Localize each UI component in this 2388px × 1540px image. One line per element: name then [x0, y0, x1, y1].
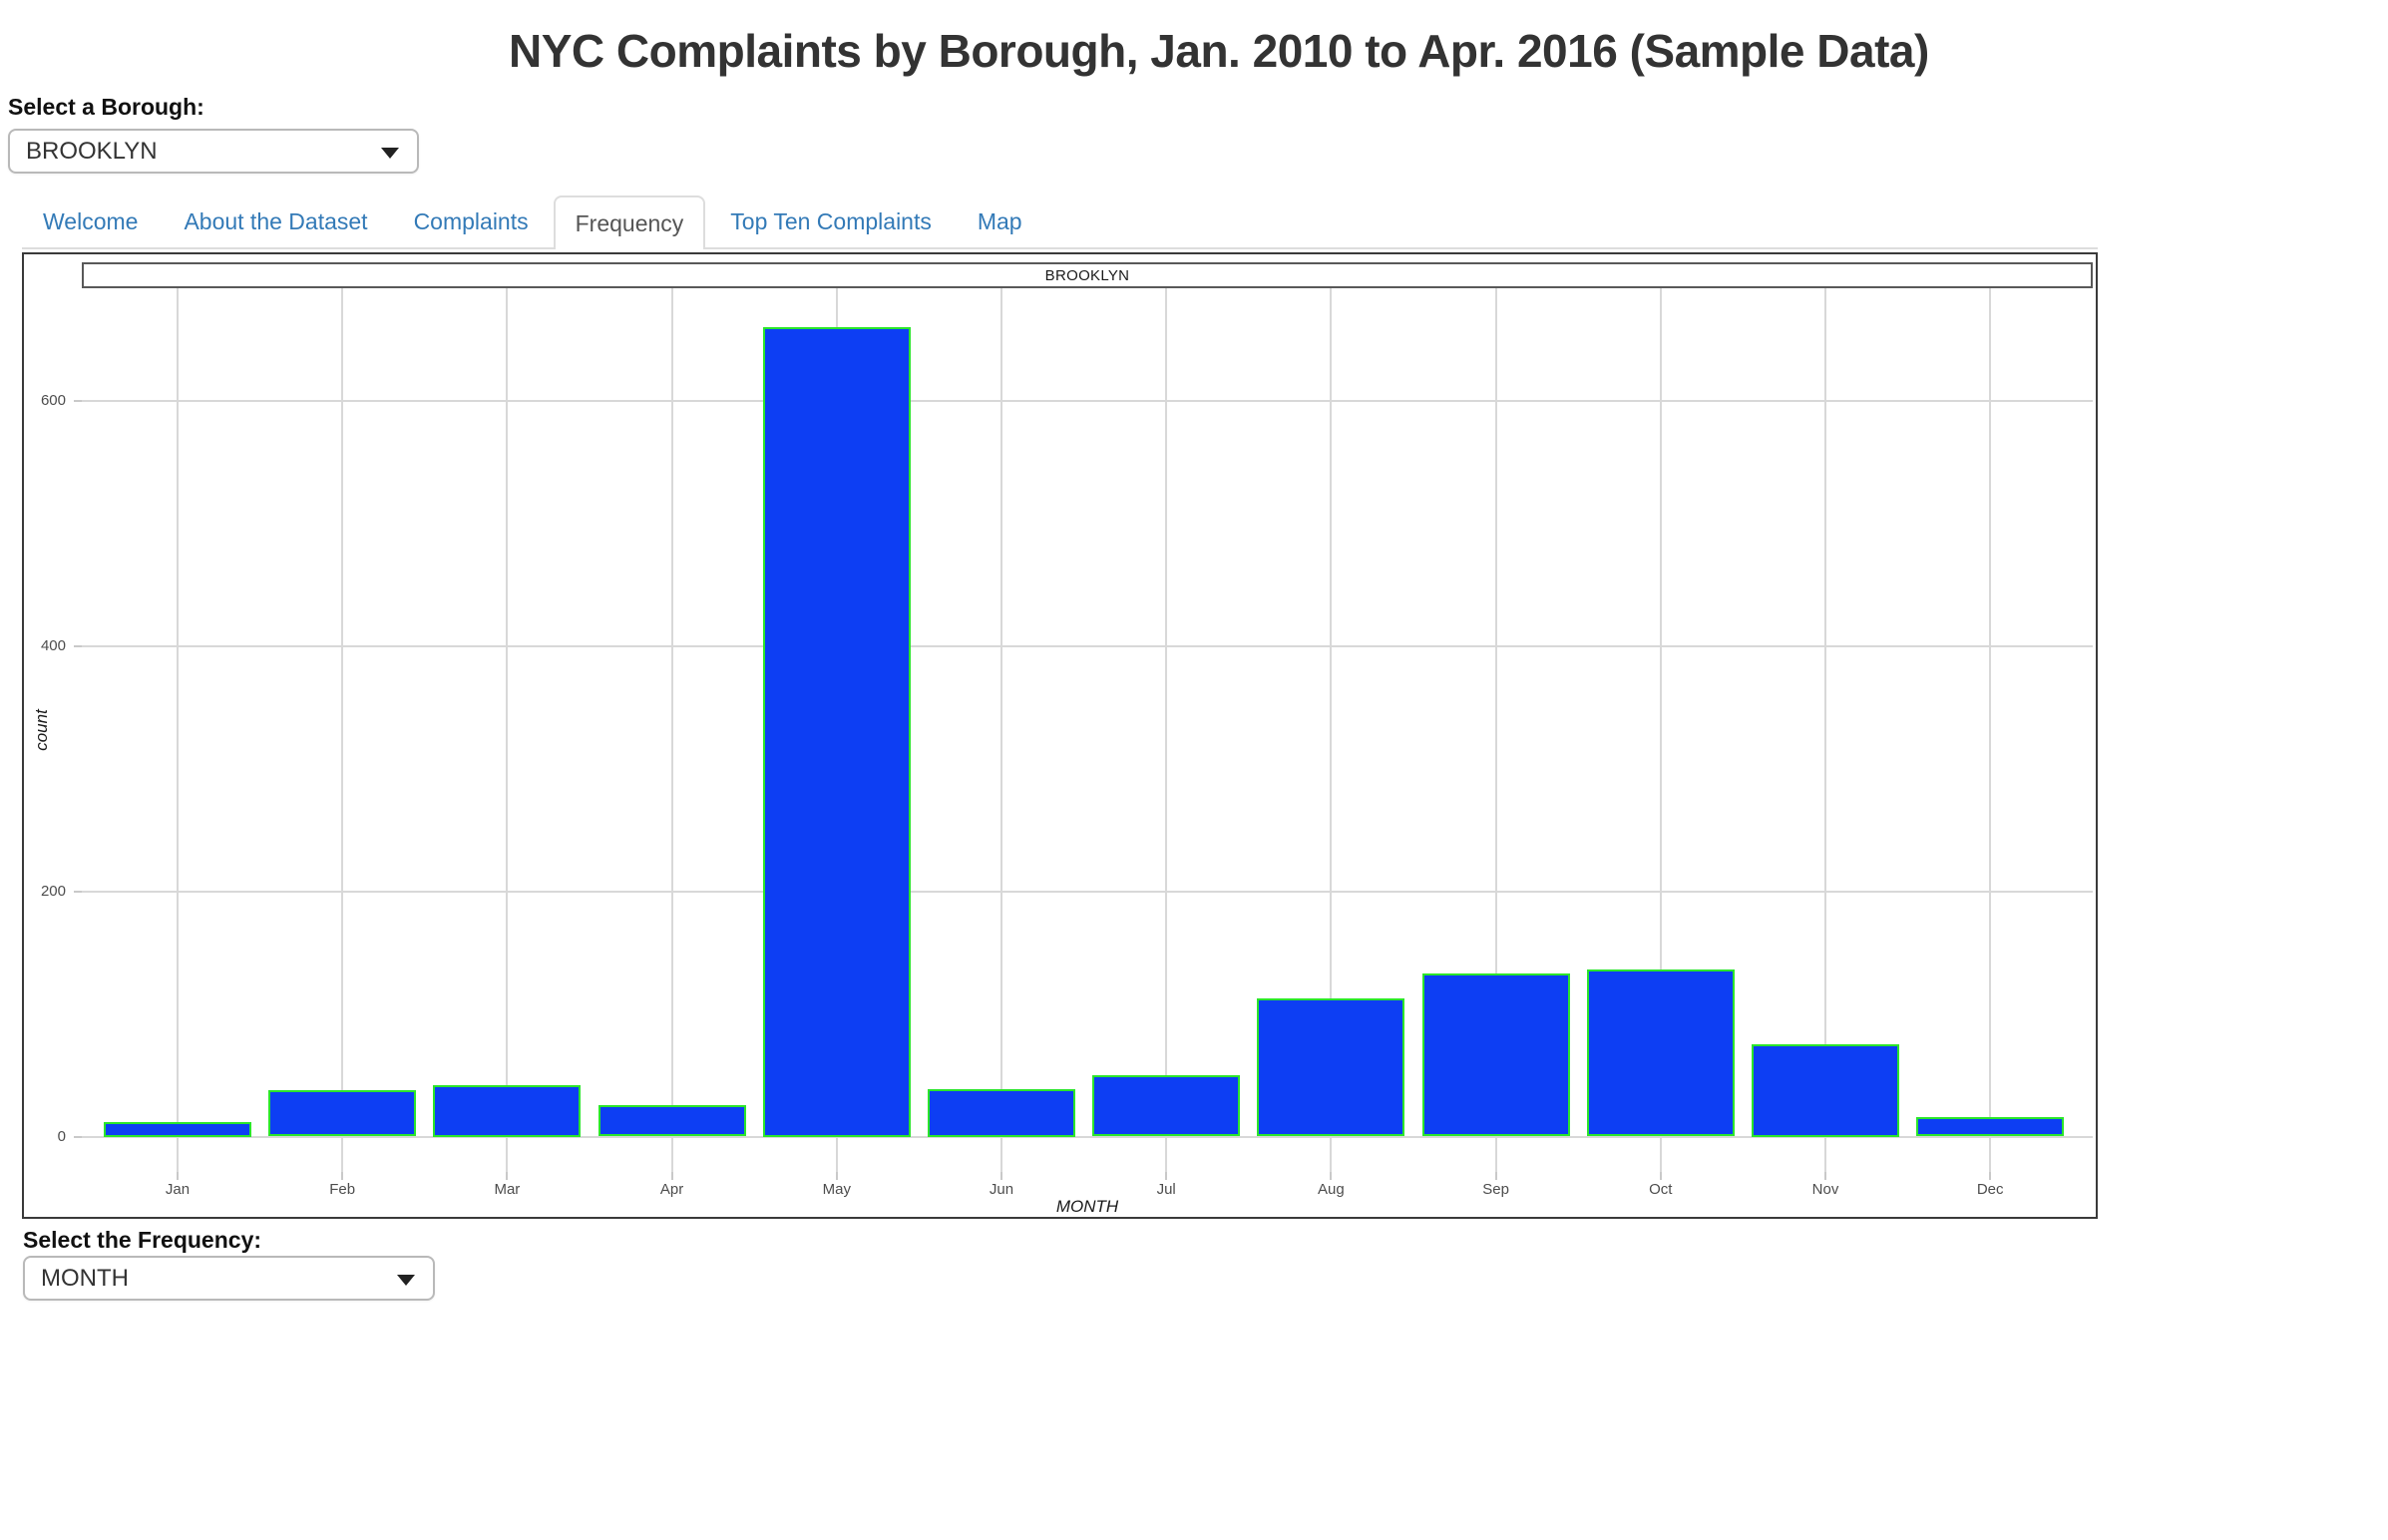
bar-dec — [1916, 1116, 2065, 1137]
y-gridline-600 — [82, 400, 2093, 402]
frequency-select-value: MONTH — [41, 1264, 129, 1292]
x-gridline-dec — [1989, 288, 1992, 1172]
tab-top-ten-complaints[interactable]: Top Ten Complaints — [730, 207, 932, 234]
chevron-down-icon — [397, 1274, 415, 1286]
x-tick-label-feb: Feb — [329, 1181, 356, 1198]
x-tick-mar — [506, 1172, 509, 1180]
x-tick-label-jul: Jul — [1156, 1181, 1176, 1198]
chevron-down-icon — [381, 147, 399, 159]
x-gridline-apr — [670, 288, 673, 1172]
bar-aug — [1257, 997, 1405, 1137]
x-axis-title: MONTH — [1055, 1197, 1119, 1216]
tab-map[interactable]: Map — [977, 207, 1022, 234]
y-tick-400 — [74, 644, 82, 647]
bar-apr — [597, 1104, 746, 1137]
x-tick-nov — [1824, 1172, 1826, 1180]
bar-sep — [1421, 973, 1570, 1137]
y-axis-title: count — [32, 709, 51, 751]
x-tick-label-jun: Jun — [989, 1181, 1014, 1198]
x-tick-label-may: May — [822, 1181, 851, 1198]
y-tick-600 — [74, 400, 82, 402]
x-tick-may — [835, 1172, 838, 1180]
tab-complaints[interactable]: Complaints — [413, 207, 529, 234]
y-tick-label-400: 400 — [40, 636, 66, 654]
x-gridline-nov — [1824, 288, 1826, 1172]
y-gridline-200 — [82, 890, 2093, 893]
x-gridline-jul — [1165, 288, 1168, 1172]
x-tick-label-mar: Mar — [494, 1181, 521, 1198]
frequency-bar-chart: BROOKLYN 0 200 400 600 Jan Feb Mar Apr May Jun Jul… — [22, 252, 2098, 1219]
y-tick-label-600: 600 — [40, 392, 66, 409]
y-tick-200 — [74, 890, 82, 893]
x-gridline-aug — [1330, 288, 1333, 1172]
x-tick-apr — [670, 1172, 673, 1180]
x-tick-sep — [1494, 1172, 1497, 1180]
page-title: NYC Complaints by Borough, Jan. 2010 to … — [509, 25, 1929, 77]
y-tick-label-200: 200 — [40, 882, 66, 900]
y-gridline-400 — [82, 644, 2093, 647]
x-tick-oct — [1659, 1172, 1662, 1180]
x-tick-label-dec: Dec — [1976, 1181, 2004, 1198]
x-tick-jan — [177, 1172, 179, 1180]
borough-select-value: BROOKLYN — [26, 137, 158, 165]
bar-mar — [433, 1084, 582, 1137]
x-tick-jul — [1165, 1172, 1168, 1180]
facet-strip-label: BROOKLYN — [1044, 266, 1130, 284]
x-tick-label-sep: Sep — [1482, 1181, 1509, 1198]
x-tick-label-nov: Nov — [1811, 1181, 1839, 1198]
tab-bar: Welcome About the Dataset Complaints Fre… — [22, 195, 2098, 249]
x-gridline-mar — [506, 288, 509, 1172]
x-tick-label-oct: Oct — [1649, 1181, 1673, 1198]
bar-jul — [1092, 1075, 1241, 1137]
x-gridline-oct — [1659, 288, 1662, 1172]
x-tick-jun — [1000, 1172, 1002, 1180]
bar-feb — [268, 1089, 417, 1137]
x-tick-label-jan: Jan — [165, 1181, 191, 1198]
y-tick-0 — [74, 1135, 82, 1138]
bar-may — [762, 327, 911, 1137]
x-gridline-jan — [177, 288, 179, 1172]
x-tick-label-aug: Aug — [1318, 1181, 1345, 1198]
tab-about-the-dataset[interactable]: About the Dataset — [184, 207, 368, 234]
bar-nov — [1752, 1044, 1899, 1137]
x-gridline-sep — [1494, 288, 1497, 1172]
tab-frequency[interactable]: Frequency — [553, 195, 706, 249]
x-tick-feb — [341, 1172, 344, 1180]
x-gridline-feb — [341, 288, 344, 1172]
tab-welcome[interactable]: Welcome — [43, 207, 139, 234]
y-gridline-0 — [82, 1135, 2093, 1138]
frequency-select[interactable]: MONTH — [23, 1256, 435, 1301]
facet-strip: BROOKLYN — [82, 262, 2093, 288]
borough-select-label: Select a Borough: — [8, 94, 204, 120]
x-gridline-jun — [1000, 288, 1002, 1172]
bar-jun — [928, 1088, 1075, 1137]
y-tick-label-0: 0 — [57, 1127, 66, 1145]
bar-jan — [104, 1121, 251, 1137]
x-tick-dec — [1989, 1172, 1992, 1180]
borough-select[interactable]: BROOKLYN — [8, 129, 419, 174]
bar-oct — [1586, 969, 1735, 1137]
x-tick-label-apr: Apr — [659, 1181, 684, 1198]
frequency-select-label: Select the Frequency: — [23, 1227, 262, 1253]
x-tick-aug — [1330, 1172, 1333, 1180]
